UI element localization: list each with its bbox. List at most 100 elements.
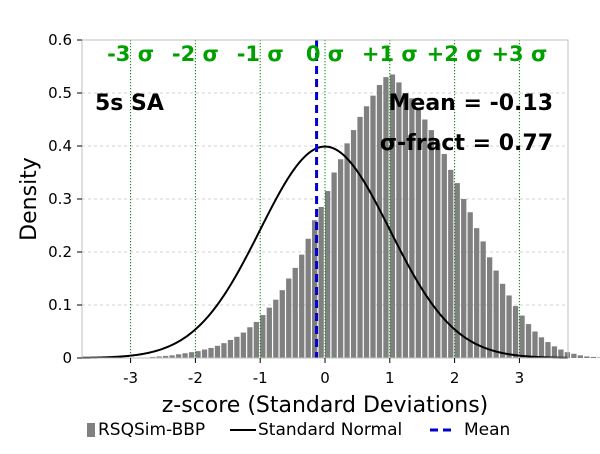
histogram-bar [221, 343, 227, 358]
histogram-bar [357, 116, 363, 358]
standard-normal-curve [81, 145, 569, 359]
y-tick-label: 0.4 [48, 137, 72, 155]
histogram-bar [564, 352, 571, 358]
histogram-bar [260, 315, 266, 358]
histogram-bar [188, 352, 195, 358]
sigma-lines [130, 40, 520, 358]
legend-label-mean: Mean [464, 420, 510, 440]
histogram-bar [273, 299, 279, 358]
histogram-bar [428, 130, 434, 358]
histogram-bar [487, 257, 493, 358]
histogram-bar [292, 267, 298, 358]
histogram-bar [376, 85, 383, 359]
sigma-label: 0 σ [306, 42, 344, 66]
histogram-bar [150, 356, 156, 358]
histogram-bar [519, 315, 525, 358]
histogram-bar [344, 143, 350, 358]
histogram-bar [331, 172, 337, 358]
histogram-bar [461, 199, 467, 358]
sigma-fract-annotation: σ-fract = 0.77 [380, 131, 553, 156]
histogram-bar [175, 354, 182, 358]
histogram-bar [525, 324, 532, 358]
histogram-bar [227, 339, 234, 358]
mean-annotation: Mean = -0.13 [389, 91, 553, 116]
x-tick-label: 3 [515, 369, 525, 387]
sigma-label: -1 σ [237, 42, 284, 66]
histogram-bar [182, 353, 188, 358]
histogram-bar [480, 241, 486, 358]
histogram-bar [590, 356, 596, 358]
histogram-bar [532, 331, 538, 358]
x-tick-label: 1 [385, 369, 395, 387]
histogram-bar [266, 307, 272, 358]
legend-label-curve: Standard Normal [258, 420, 402, 440]
histogram-bar [318, 206, 324, 358]
histogram-bar [512, 306, 519, 358]
histogram-bar [337, 159, 344, 358]
histogram-bar [253, 321, 259, 358]
x-tick-label: -3 [123, 369, 138, 387]
histogram-bar [389, 74, 396, 358]
y-tick-label: 0.3 [48, 190, 72, 208]
sigma-label: +2 σ [427, 42, 483, 66]
y-tick-label: 0.2 [48, 243, 72, 261]
y-tick-label: 0 [62, 349, 72, 367]
y-tick-label: 0.1 [48, 296, 72, 314]
histogram-bar [383, 77, 389, 358]
histogram-bar [435, 143, 441, 358]
histogram-bar [169, 355, 175, 358]
histogram-bar [299, 254, 305, 358]
histogram-bar [402, 93, 409, 358]
x-axis-title: z-score (Standard Deviations) [162, 393, 489, 418]
y-tick-label: 0.6 [48, 31, 72, 49]
y-tick-label: 0.5 [48, 84, 72, 102]
histogram-bar [409, 98, 415, 359]
histogram-bar [312, 220, 318, 358]
sigma-label: -3 σ [107, 42, 154, 66]
sigma-label: +1 σ [362, 42, 418, 66]
y-axis-title: Density [17, 157, 42, 241]
histogram-bar [201, 349, 208, 358]
legend-label-histogram: RSQSim-BBP [98, 420, 205, 440]
histogram-bar [156, 356, 162, 358]
legend: RSQSim-BBP Standard Normal Mean [87, 420, 510, 440]
x-tick-label: -1 [253, 369, 268, 387]
histogram-bar [305, 238, 311, 358]
histogram-bar [441, 153, 447, 358]
histogram-bar [286, 278, 292, 358]
histogram-bar [577, 355, 583, 358]
histogram-bar [325, 191, 331, 358]
histogram-bar [363, 106, 370, 358]
histogram-bar [493, 270, 499, 358]
histogram-series [143, 74, 600, 359]
histogram-bar [597, 357, 600, 358]
sigma-label: +3 σ [491, 42, 547, 66]
histogram-bar [584, 356, 590, 358]
histogram-bar [448, 169, 454, 358]
histogram-bar [506, 295, 512, 358]
histogram-bar [454, 183, 460, 358]
histogram-bar [370, 95, 376, 359]
x-tick-label: 0 [320, 369, 330, 387]
histogram-bar [474, 228, 480, 358]
histogram-bar [214, 345, 221, 358]
histogram-bar [558, 349, 564, 358]
histogram-bar [247, 327, 253, 358]
histogram-bar [234, 336, 240, 358]
histogram-bar [350, 130, 357, 358]
histogram-bar [467, 212, 473, 358]
histogram-bar [279, 290, 285, 358]
histogram-bar [538, 337, 545, 358]
sigma-label: -2 σ [172, 42, 219, 66]
panel-label: 5s SA [95, 91, 164, 116]
x-tick-label: -2 [188, 369, 203, 387]
histogram-bar [195, 351, 201, 358]
histogram-bar [545, 342, 551, 358]
x-tick-label: 2 [450, 369, 460, 387]
histogram-bar [240, 332, 247, 358]
legend-swatch-histogram [87, 423, 95, 437]
histogram-bar [422, 119, 428, 358]
histogram-bar [396, 82, 402, 359]
